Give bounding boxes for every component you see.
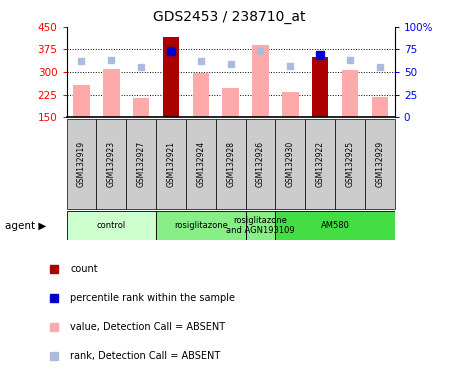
Text: GSM132919: GSM132919 [77,141,86,187]
Text: GSM132921: GSM132921 [167,141,175,187]
Bar [246,119,275,209]
Bar [67,119,96,209]
Bar [103,69,119,117]
Bar [193,73,209,117]
Text: GSM132929: GSM132929 [375,141,384,187]
Bar [312,57,328,117]
Bar [365,119,395,209]
Bar [156,119,186,209]
Text: GSM132923: GSM132923 [107,141,116,187]
Bar [305,119,335,209]
Text: percentile rank within the sample: percentile rank within the sample [70,293,235,303]
Text: count: count [70,264,98,274]
Bar [372,97,388,117]
Bar [335,119,365,209]
Bar [67,211,156,240]
Text: agent ▶: agent ▶ [5,220,46,231]
Text: rank, Detection Call = ABSENT: rank, Detection Call = ABSENT [70,351,220,361]
Text: GSM132930: GSM132930 [286,141,295,187]
Bar [282,93,298,117]
Bar [186,119,216,209]
Bar [223,88,239,117]
Bar [275,211,395,240]
Bar [342,70,358,117]
Text: value, Detection Call = ABSENT: value, Detection Call = ABSENT [70,322,225,332]
Bar [252,45,269,117]
Text: GSM132928: GSM132928 [226,141,235,187]
Bar [156,211,246,240]
Text: control: control [97,221,126,230]
Text: GDS2453 / 238710_at: GDS2453 / 238710_at [153,10,306,23]
Text: GSM132924: GSM132924 [196,141,205,187]
Bar [275,119,305,209]
Text: GSM132925: GSM132925 [346,141,354,187]
Bar [133,98,149,117]
Bar [216,119,246,209]
Text: GSM132922: GSM132922 [316,141,325,187]
Bar [163,37,179,117]
Text: rosiglitazone
and AGN193109: rosiglitazone and AGN193109 [226,216,295,235]
Bar [246,211,275,240]
Bar [96,119,126,209]
Text: rosiglitazone: rosiglitazone [174,221,228,230]
Bar [73,84,90,117]
Text: GSM132927: GSM132927 [137,141,146,187]
Text: GSM132926: GSM132926 [256,141,265,187]
Bar [126,119,156,209]
Text: AM580: AM580 [321,221,349,230]
